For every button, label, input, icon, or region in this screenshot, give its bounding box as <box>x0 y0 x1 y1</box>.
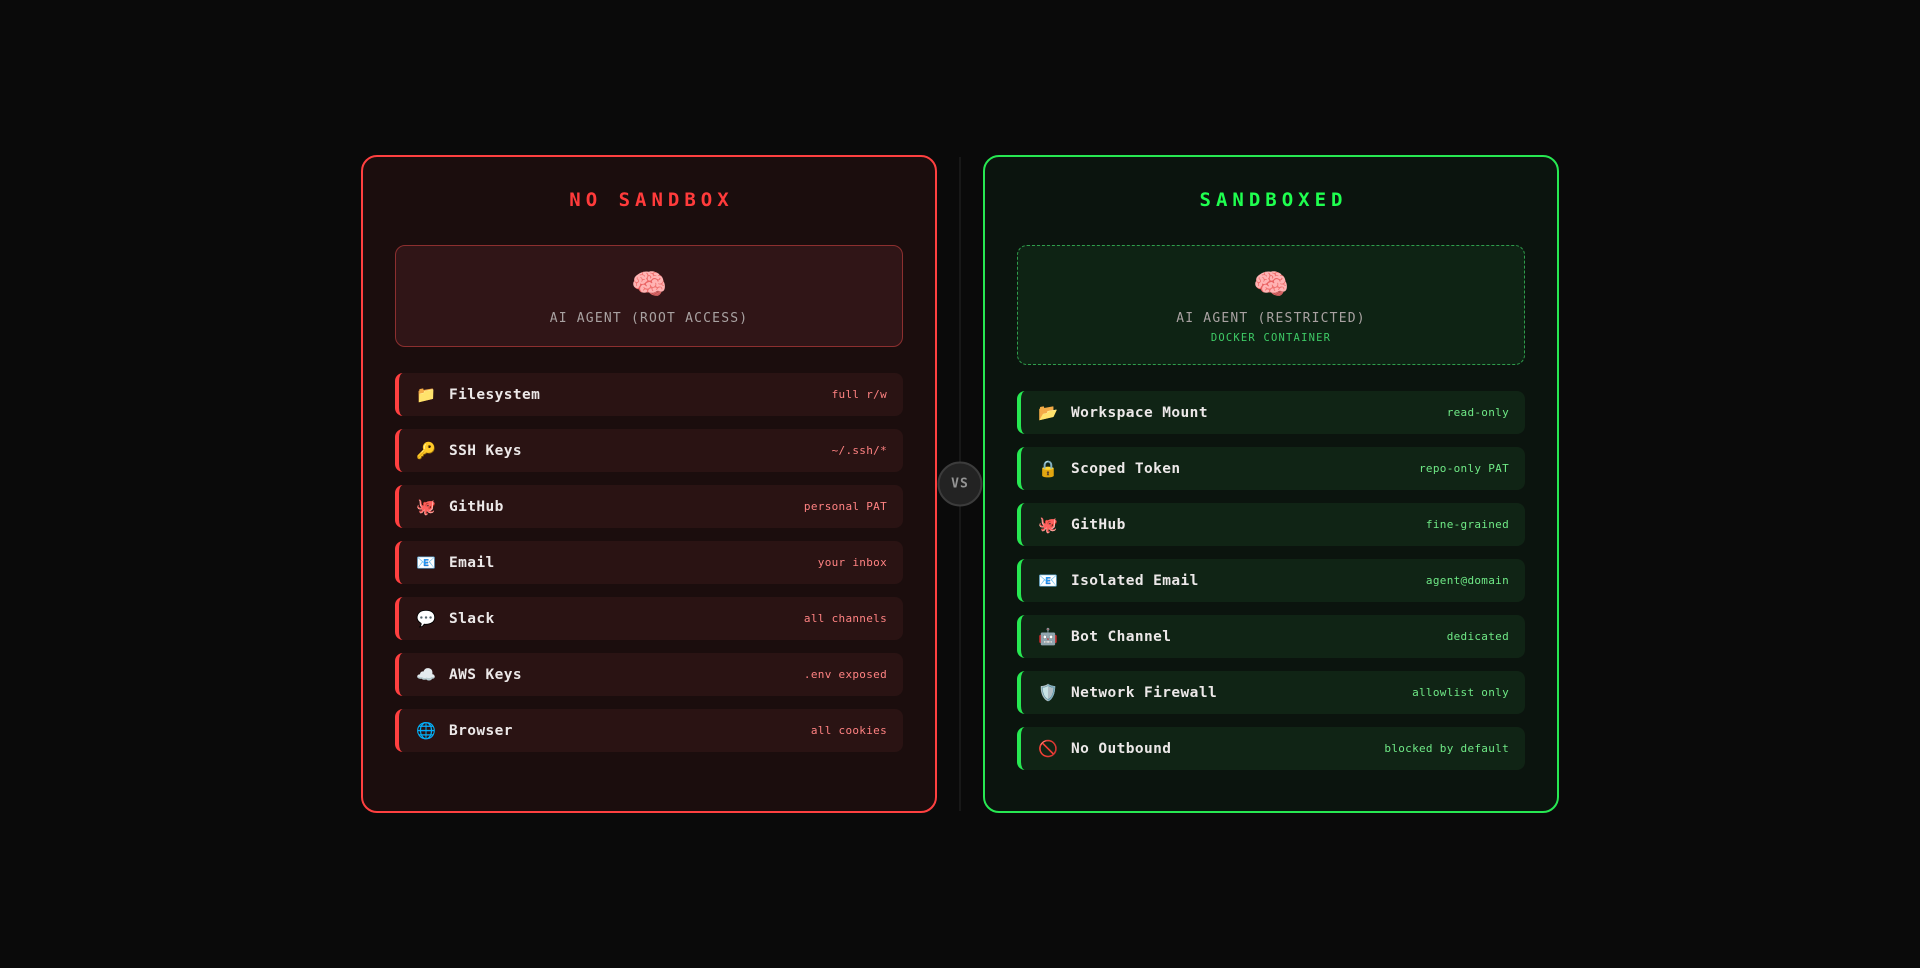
access-value: ~/.ssh/* <box>831 444 887 457</box>
comparison-stage: VS NO SANDBOX 🧠 AI AGENT (ROOT ACCESS) 📁… <box>361 155 1559 813</box>
access-row-network-firewall: 🛡️ Network Firewall allowlist only <box>1017 671 1525 714</box>
octopus-icon: 🐙 <box>1038 514 1058 534</box>
email-icon: 📧 <box>416 552 436 572</box>
globe-icon: 🌐 <box>416 720 436 740</box>
sandboxed-access-list: 📂 Workspace Mount read-only 🔒 Scoped Tok… <box>1017 391 1525 770</box>
access-label: Bot Channel <box>1071 628 1172 645</box>
access-label: No Outbound <box>1071 740 1172 757</box>
access-value: repo-only PAT <box>1419 462 1509 475</box>
access-label: AWS Keys <box>449 666 523 683</box>
access-row-ssh-keys: 🔑 SSH Keys ~/.ssh/* <box>395 429 903 472</box>
access-value: .env exposed <box>803 668 887 681</box>
panel-sandboxed: SANDBOXED 🧠 AI AGENT (RESTRICTED) DOCKER… <box>983 155 1559 813</box>
access-value: your inbox <box>817 556 887 569</box>
access-label: Filesystem <box>449 386 541 403</box>
access-row-github: 🐙 GitHub personal PAT <box>395 485 903 528</box>
access-value: all channels <box>803 612 887 625</box>
access-value: read-only <box>1446 406 1509 419</box>
brain-icon: 🧠 <box>1252 267 1290 301</box>
access-label: Workspace Mount <box>1071 404 1208 421</box>
key-icon: 🔑 <box>416 440 436 460</box>
access-label: Scoped Token <box>1071 460 1181 477</box>
access-label: Slack <box>449 610 495 627</box>
access-row-scoped-token: 🔒 Scoped Token repo-only PAT <box>1017 447 1525 490</box>
prohibited-icon: 🚫 <box>1038 738 1058 758</box>
access-label: SSH Keys <box>449 442 523 459</box>
shield-icon: 🛡️ <box>1038 682 1058 702</box>
access-value: full r/w <box>831 388 887 401</box>
access-value: all cookies <box>810 724 887 737</box>
access-row-email: 📧 Email your inbox <box>395 541 903 584</box>
vs-badge: VS <box>937 461 983 507</box>
octopus-icon: 🐙 <box>416 496 436 516</box>
docker-container-label: DOCKER CONTAINER <box>1210 332 1332 344</box>
access-row-workspace-mount: 📂 Workspace Mount read-only <box>1017 391 1525 434</box>
access-label: GitHub <box>1071 516 1126 533</box>
access-value: allowlist only <box>1412 686 1509 699</box>
open-folder-icon: 📂 <box>1038 402 1058 422</box>
access-label: Network Firewall <box>1071 684 1218 701</box>
access-value: personal PAT <box>803 500 887 513</box>
robot-icon: 🤖 <box>1038 626 1058 646</box>
lock-icon: 🔒 <box>1038 458 1058 478</box>
access-value: agent@domain <box>1425 574 1509 587</box>
panel-no-sandbox: NO SANDBOX 🧠 AI AGENT (ROOT ACCESS) 📁 Fi… <box>361 155 937 813</box>
access-row-bot-channel: 🤖 Bot Channel dedicated <box>1017 615 1525 658</box>
no-sandbox-title: NO SANDBOX <box>569 189 734 211</box>
access-value: blocked by default <box>1384 742 1509 755</box>
speech-balloon-icon: 💬 <box>416 608 436 628</box>
email-icon: 📧 <box>1038 570 1058 590</box>
access-row-github: 🐙 GitHub fine-grained <box>1017 503 1525 546</box>
access-label: Isolated Email <box>1071 572 1199 589</box>
agent-box-restricted: 🧠 AI AGENT (RESTRICTED) DOCKER CONTAINER <box>1017 245 1525 365</box>
no-sandbox-access-list: 📁 Filesystem full r/w 🔑 SSH Keys ~/.ssh/… <box>395 373 903 752</box>
access-label: GitHub <box>449 498 504 515</box>
access-row-no-outbound: 🚫 No Outbound blocked by default <box>1017 727 1525 770</box>
access-value: dedicated <box>1446 630 1509 643</box>
access-row-isolated-email: 📧 Isolated Email agent@domain <box>1017 559 1525 602</box>
access-row-browser: 🌐 Browser all cookies <box>395 709 903 752</box>
access-value: fine-grained <box>1425 518 1509 531</box>
brain-icon: 🧠 <box>630 267 668 301</box>
access-label: Email <box>449 554 495 571</box>
cloud-icon: ☁️ <box>416 664 436 684</box>
agent-box-root-access: 🧠 AI AGENT (ROOT ACCESS) <box>395 245 903 347</box>
agent-name: AI AGENT (ROOT ACCESS) <box>549 311 749 326</box>
vs-label: VS <box>951 476 969 492</box>
access-row-aws-keys: ☁️ AWS Keys .env exposed <box>395 653 903 696</box>
agent-name: AI AGENT (RESTRICTED) <box>1176 311 1366 326</box>
access-label: Browser <box>449 722 513 739</box>
folder-icon: 📁 <box>416 384 436 404</box>
access-row-filesystem: 📁 Filesystem full r/w <box>395 373 903 416</box>
access-row-slack: 💬 Slack all channels <box>395 597 903 640</box>
sandboxed-title: SANDBOXED <box>1199 189 1348 211</box>
